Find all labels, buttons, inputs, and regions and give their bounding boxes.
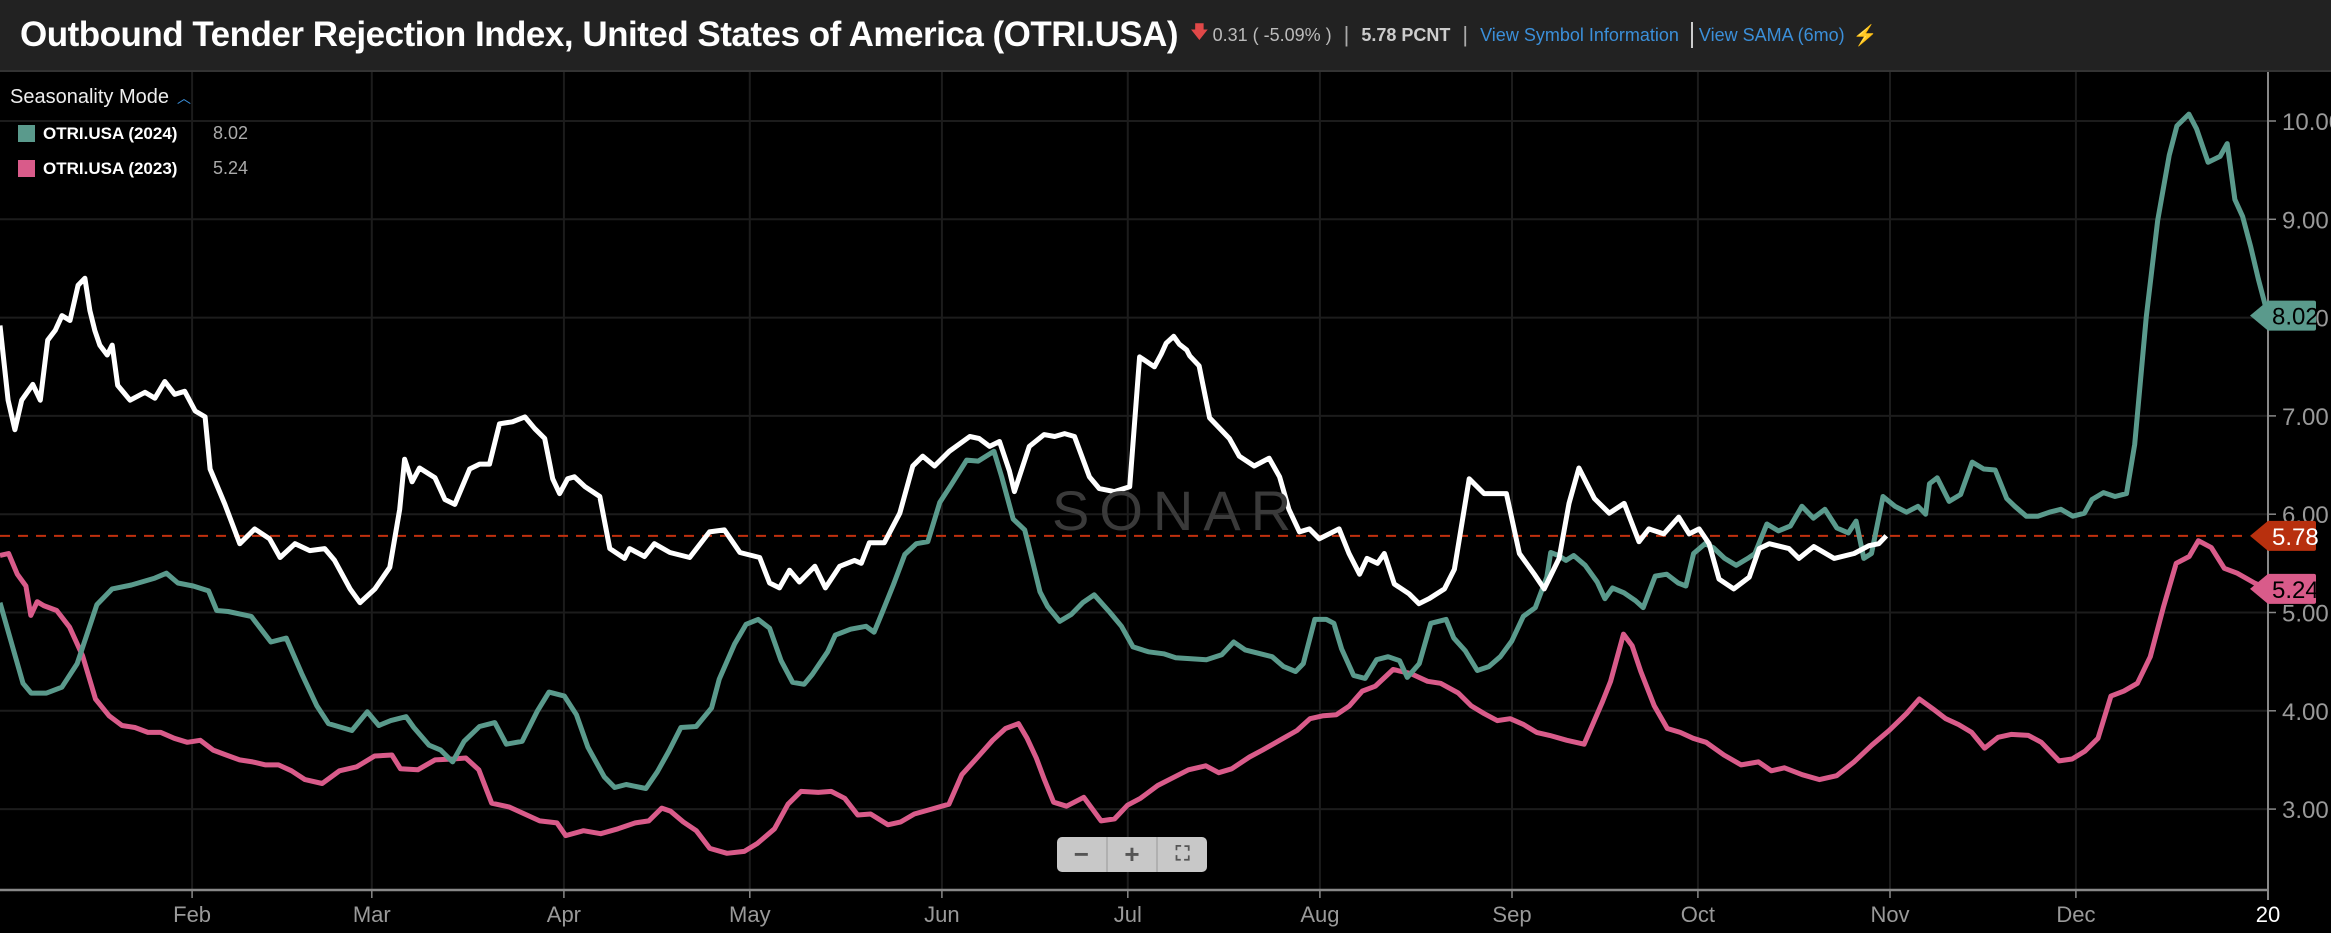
legend: Seasonality Mode ︿ OTRI.USA (2024) 8.02 … xyxy=(10,86,248,179)
line-chart: 3.004.005.006.007.008.009.0010.00FebMarA… xyxy=(0,72,2331,927)
x-tick-label: Jun xyxy=(924,902,959,927)
y-tick-label: 10.00 xyxy=(2282,109,2331,136)
chart-header: Outbound Tender Rejection Index, United … xyxy=(0,0,2331,72)
value-badge-2023-label: 5.24 xyxy=(2272,577,2319,604)
x-tick-label: May xyxy=(729,902,771,927)
fullscreen-button[interactable]: ⛶ xyxy=(1175,843,1190,865)
series-line-otri-usa-current- xyxy=(0,275,1889,607)
legend-label: OTRI.USA (2023) xyxy=(43,158,178,178)
y-tick-label: 4.00 xyxy=(2282,699,2329,726)
last-value: 5.78 PCNT xyxy=(1361,24,1451,45)
legend-swatch xyxy=(18,160,35,177)
value-badge-current-label: 5.78 xyxy=(2272,524,2319,551)
x-tick-label: 20 xyxy=(2256,902,2280,927)
zoom-controls: − + ⛶ xyxy=(1057,837,1207,872)
x-tick-label: Mar xyxy=(353,902,391,927)
chart-title: Outbound Tender Rejection Index, United … xyxy=(20,15,1179,54)
divider: | xyxy=(1462,22,1469,47)
x-tick-label: Sep xyxy=(1492,902,1531,927)
legend-value: 8.02 xyxy=(213,123,249,143)
x-tick-label: Aug xyxy=(1300,902,1339,927)
legend-item-2023[interactable]: OTRI.USA (2023) 5.24 xyxy=(18,158,248,179)
legend-item-2024[interactable]: OTRI.USA (2024) 8.02 xyxy=(18,123,248,144)
view-symbol-info-link[interactable]: View Symbol Information xyxy=(1480,24,1679,45)
seasonality-mode-toggle[interactable]: Seasonality Mode ︿ xyxy=(10,86,248,109)
divider: | xyxy=(1343,22,1350,47)
y-tick-label: 3.00 xyxy=(2282,797,2329,824)
divider xyxy=(1690,22,1693,48)
x-tick-label: Jul xyxy=(1114,902,1142,927)
y-tick-label: 5.00 xyxy=(2282,601,2329,628)
series-line-otri-usa-2023- xyxy=(0,538,2270,856)
value-badge-2024-label: 8.02 xyxy=(2272,304,2319,331)
x-tick-label: Dec xyxy=(2056,902,2095,927)
sama-chart-icon[interactable]: ⚡ xyxy=(1852,24,1878,47)
value-badge-current xyxy=(2250,520,2316,551)
legend-swatch xyxy=(18,125,35,142)
value-badge-2023 xyxy=(2250,573,2316,604)
x-tick-label: Apr xyxy=(547,902,581,927)
x-tick-label: Nov xyxy=(1870,902,1909,927)
legend-title: Seasonality Mode xyxy=(10,86,169,108)
zoom-in-button[interactable]: + xyxy=(1108,837,1159,872)
x-tick-label: Oct xyxy=(1681,902,1715,927)
arrow-down-icon: 🡇 xyxy=(1190,22,1209,42)
view-sama-link[interactable]: View SAMA (6mo) xyxy=(1698,24,1845,45)
chevron-up-icon[interactable]: ︿ xyxy=(176,89,191,106)
legend-value: 5.24 xyxy=(213,158,249,178)
value-badge-2024 xyxy=(2250,300,2316,331)
zoom-out-button[interactable]: − xyxy=(1057,837,1108,872)
series-line-otri-usa-2024- xyxy=(0,111,2271,791)
change-value: 0.31 ( -5.09% ) xyxy=(1212,24,1332,45)
x-tick-label: Feb xyxy=(173,902,211,927)
legend-label: OTRI.USA (2024) xyxy=(43,123,178,143)
y-tick-label: 9.00 xyxy=(2282,207,2329,234)
y-tick-label: 7.00 xyxy=(2282,404,2329,431)
sonar-watermark: SONAR xyxy=(1052,479,1302,542)
